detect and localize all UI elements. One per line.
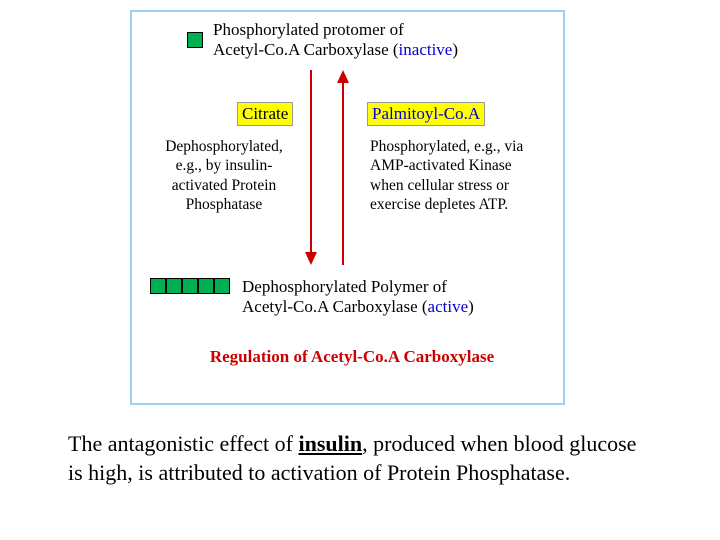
polymer-square-icon bbox=[150, 278, 166, 294]
inactive-label: inactive bbox=[399, 40, 453, 59]
left-column-text: Dephosphorylated, e.g., by insulin-activ… bbox=[154, 137, 294, 215]
bottom-text-block: Dephosphorylated Polymer of Acetyl-Co.A … bbox=[242, 277, 537, 317]
top-line2b: ) bbox=[452, 40, 458, 59]
bottom-line1: Dephosphorylated Polymer of bbox=[242, 277, 447, 296]
citrate-label: Citrate bbox=[237, 102, 293, 126]
active-label: active bbox=[428, 297, 469, 316]
bottom-line2b: ) bbox=[468, 297, 474, 316]
bottom-line2a: Acetyl-Co.A Carboxylase ( bbox=[242, 297, 428, 316]
palmitoyl-label: Palmitoyl-Co.A bbox=[367, 102, 485, 126]
arrows-region bbox=[292, 70, 362, 265]
polymer-square-icon bbox=[198, 278, 214, 294]
caption-text: The antagonistic effect of insulin, prod… bbox=[68, 430, 638, 487]
caption-insulin: insulin bbox=[299, 431, 363, 456]
diagram-title: Regulation of Acetyl-Co.A Carboxylase bbox=[162, 347, 542, 367]
protomer-square-icon bbox=[187, 32, 203, 48]
polymer-squares-row bbox=[150, 277, 230, 295]
right-column-text: Phosphorylated, e.g., via AMP-activated … bbox=[370, 137, 545, 215]
top-text-block: Phosphorylated protomer of Acetyl-Co.A C… bbox=[213, 20, 458, 60]
bottom-polymer-section: Dephosphorylated Polymer of Acetyl-Co.A … bbox=[150, 277, 550, 317]
top-protomer-section: Phosphorylated protomer of Acetyl-Co.A C… bbox=[187, 20, 527, 60]
top-line2a: Acetyl-Co.A Carboxylase ( bbox=[213, 40, 399, 59]
polymer-square-icon bbox=[182, 278, 198, 294]
top-line1: Phosphorylated protomer of bbox=[213, 20, 404, 39]
polymer-square-icon bbox=[214, 278, 230, 294]
caption-part1: The antagonistic effect of bbox=[68, 431, 299, 456]
diagram-container: Phosphorylated protomer of Acetyl-Co.A C… bbox=[130, 10, 565, 405]
polymer-square-icon bbox=[166, 278, 182, 294]
